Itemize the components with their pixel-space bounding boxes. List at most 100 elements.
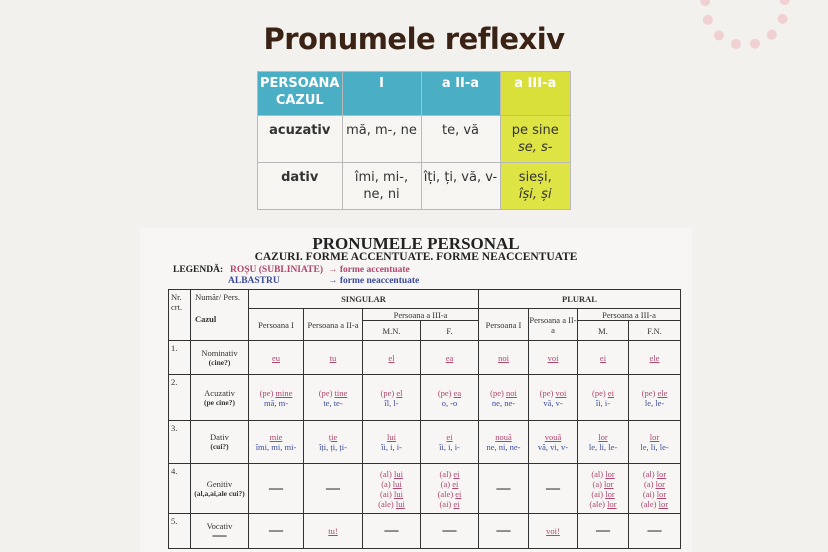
accented-form: eu — [271, 352, 281, 363]
form-cell: — — [362, 513, 421, 549]
dash: — — [647, 523, 662, 538]
accented-form: ele — [657, 387, 668, 398]
acc-prefix: (a) — [381, 478, 393, 489]
form-cell: (pe) mine mă, m- — [248, 374, 304, 421]
form-cell: el — [362, 340, 421, 375]
accented-form: nouă — [495, 432, 512, 442]
form-cell: mie îmi, mi, mi- — [248, 420, 304, 464]
form-cell: lor le, li, le- — [627, 420, 682, 464]
table-row: 2. Acuzativ (pe cine?) (pe) mine mă, m- (pe) … — [168, 374, 682, 421]
unaccented-form: te, te- — [323, 397, 343, 408]
case-cell: Dativ (cui?) — [190, 420, 249, 464]
row-number: 2. — [168, 374, 191, 421]
header-person-2: a II-a — [420, 71, 501, 116]
header-persoana-cazul: PERSOANA CAZUL — [257, 71, 343, 116]
form-line: (pe) noi — [479, 388, 528, 398]
header-sg-p3: Persoana a III-a — [362, 308, 479, 321]
form-line: (ai) lor — [578, 489, 628, 499]
case-label: dativ — [257, 162, 343, 210]
form-line: — — [421, 524, 478, 538]
acc-prefix: (ale) — [589, 498, 608, 509]
unaccented-form: îți, ți, ți- — [319, 442, 347, 452]
form-line: (ai) ei — [421, 499, 478, 509]
form-cell: (pe) ele le, le- — [627, 374, 682, 421]
acc-prefix: (a) — [592, 478, 605, 489]
form-cell: (pe) tine te, te- — [303, 374, 363, 421]
header-f: F. — [420, 320, 479, 341]
dash: — — [384, 523, 399, 538]
accented-form: voi! — [546, 526, 560, 536]
form-line: (al) ei — [421, 469, 478, 479]
form-line: — — [249, 524, 303, 538]
form-line: (a) lui — [363, 479, 420, 489]
form-line: — — [629, 523, 680, 538]
acc-prefix: (al) — [591, 468, 606, 479]
accented-form: ea — [445, 352, 454, 363]
acc-prefix: (pe) — [259, 387, 276, 398]
accented-form: lui — [392, 478, 402, 489]
form-line: le, li, le- — [578, 442, 628, 452]
acc-prefix: (al) — [380, 468, 394, 479]
form-cell: (al) lor (a) lor (ai) lor (ale) lor — [577, 463, 629, 514]
header-pl-p1: Persoana I — [478, 308, 529, 341]
accented-form: tu — [329, 352, 337, 363]
form-line: îl, l- — [363, 398, 420, 408]
accented-form: ea — [453, 387, 462, 398]
form-cell: voi — [528, 340, 578, 375]
form-cell: eu — [248, 340, 304, 375]
form-line: (al) lor — [578, 469, 628, 479]
accented-form: lor — [649, 432, 660, 442]
form-line: îi, i, i- — [363, 442, 420, 452]
accented-form: noi — [498, 352, 509, 363]
form-line: voi! — [529, 526, 577, 536]
personal-title: PRONUMELE PERSONAL — [312, 234, 520, 253]
header-cazul-cell: Număr/ Pers. Cazul — [190, 289, 249, 341]
accented-form: ele — [649, 352, 660, 363]
personal-pronoun-table: Nr. crt. Număr/ Pers. Cazul SINGULAR PLUR… — [168, 289, 682, 549]
case-name: Dativ — [210, 432, 229, 442]
accented-form: lor — [655, 478, 666, 489]
unaccented-form: ne, ne- — [491, 397, 516, 408]
form-cell: ei îi, i, i- — [420, 420, 479, 464]
form-line: ei — [578, 353, 628, 363]
header-cazul: Cazul — [195, 314, 217, 324]
form-line: îmi, mi, mi- — [249, 442, 303, 452]
form-cell: ție îți, ți, ți- — [303, 420, 363, 464]
cell: pe sine se, s- — [499, 115, 571, 163]
accented-form: ei — [453, 468, 460, 479]
form-cell: (pe) el îl, l- — [362, 374, 421, 421]
legend-label: LEGENDĂ: — [173, 265, 224, 275]
form-cell: — — [478, 463, 529, 514]
case-question: — — [212, 528, 227, 543]
cell-text-italic: își, și — [518, 187, 552, 202]
form-cell: nouă ne, ni, ne- — [478, 420, 529, 464]
header-fn: F.N. — [627, 320, 682, 341]
unaccented-form: ne, ni, ne- — [486, 442, 521, 452]
form-cell: — — [478, 513, 529, 549]
header-nr: Nr. crt. — [168, 289, 191, 341]
case-cell: Vocativ — — [190, 513, 249, 549]
row-number: 4. — [168, 463, 191, 514]
form-cell: lui îi, i, i- — [362, 420, 421, 464]
form-line: (a) ei — [421, 479, 478, 489]
accented-form: ție — [328, 432, 338, 442]
form-line: ne, ni, ne- — [479, 442, 528, 452]
table-row: 5. Vocativ — — tu! — — — voi! — — — [168, 513, 682, 549]
form-line: (pe) voi — [529, 388, 577, 398]
form-cell: (al) lor (a) lor (ai) lor (ale) lor — [627, 463, 682, 514]
accented-form: voi — [555, 387, 567, 398]
header-plural: PLURAL — [477, 289, 682, 309]
accented-form: lor — [658, 498, 669, 509]
form-line: îi, i, i- — [421, 442, 478, 452]
form-line: (ale) lui — [363, 499, 420, 509]
unaccented-form: mă, m- — [263, 397, 289, 408]
case-question: (cui?) — [210, 442, 229, 451]
form-line: (ale) lor — [629, 499, 680, 509]
case-name: Nominativ — [201, 347, 238, 358]
cell: sieși, își, și — [499, 162, 571, 210]
acc-prefix: (ale) — [378, 498, 396, 509]
accented-form: voi — [547, 352, 559, 363]
acc-prefix: (pe) — [318, 387, 335, 398]
acc-prefix: (ai) — [439, 498, 454, 509]
cell-text: pe sine — [511, 123, 559, 138]
